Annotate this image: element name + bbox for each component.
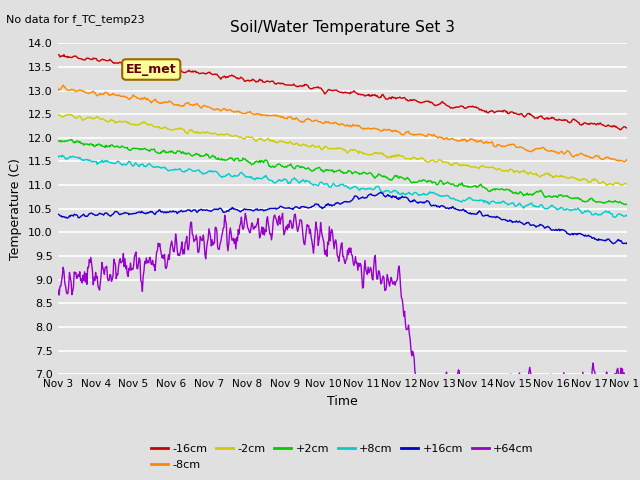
-2cm: [123, 119, 131, 124]
-16cm: [623, 125, 631, 131]
-2cm: [180, 127, 188, 133]
+8cm: [124, 160, 131, 166]
+2cm: [413, 180, 420, 185]
-2cm: [603, 182, 611, 188]
-8cm: [623, 156, 631, 162]
-16cm: [211, 71, 218, 77]
Line: +2cm: +2cm: [58, 140, 627, 205]
+64cm: [279, 210, 287, 216]
-16cm: [428, 100, 436, 106]
+2cm: [68, 137, 76, 143]
+16cm: [623, 240, 631, 245]
Line: +8cm: +8cm: [58, 155, 627, 217]
-8cm: [65, 88, 72, 94]
+8cm: [413, 190, 420, 196]
-16cm: [616, 127, 624, 132]
Line: +64cm: +64cm: [58, 213, 627, 407]
+64cm: [54, 286, 61, 292]
-2cm: [412, 156, 419, 161]
+2cm: [54, 138, 61, 144]
+8cm: [623, 212, 631, 217]
+8cm: [181, 168, 189, 174]
-2cm: [64, 112, 72, 118]
-8cm: [60, 82, 67, 88]
+64cm: [545, 404, 552, 410]
+16cm: [413, 199, 420, 205]
+8cm: [54, 153, 61, 158]
+64cm: [211, 240, 218, 246]
+2cm: [429, 179, 437, 185]
-16cm: [412, 97, 419, 103]
Legend: -16cm, -8cm, -2cm, +2cm, +8cm, +16cm, +64cm: -16cm, -8cm, -2cm, +2cm, +8cm, +16cm, +6…: [147, 440, 538, 474]
-16cm: [64, 55, 72, 60]
-8cm: [211, 107, 219, 112]
-16cm: [123, 60, 131, 66]
Line: -2cm: -2cm: [58, 114, 627, 185]
-2cm: [211, 131, 218, 136]
+8cm: [211, 168, 219, 174]
Line: -8cm: -8cm: [58, 85, 627, 162]
-8cm: [181, 101, 189, 107]
-16cm: [180, 70, 188, 75]
+16cm: [180, 208, 188, 214]
Title: Soil/Water Temperature Set 3: Soil/Water Temperature Set 3: [230, 20, 455, 35]
+64cm: [64, 290, 72, 296]
+8cm: [429, 190, 437, 195]
+16cm: [429, 203, 437, 208]
-8cm: [620, 159, 628, 165]
-2cm: [623, 181, 631, 187]
+8cm: [65, 156, 72, 161]
+16cm: [64, 215, 72, 221]
-8cm: [124, 95, 131, 100]
-2cm: [428, 157, 436, 163]
-8cm: [429, 132, 437, 138]
+64cm: [123, 263, 131, 269]
+16cm: [211, 206, 218, 212]
+2cm: [64, 138, 72, 144]
+64cm: [180, 251, 188, 257]
+64cm: [429, 386, 437, 392]
-8cm: [413, 132, 420, 138]
+2cm: [623, 202, 631, 208]
+64cm: [623, 396, 631, 402]
+16cm: [123, 210, 131, 216]
Line: -16cm: -16cm: [58, 54, 627, 130]
Line: +16cm: +16cm: [58, 192, 627, 243]
+64cm: [413, 381, 420, 387]
+2cm: [181, 150, 189, 156]
-8cm: [54, 85, 61, 91]
+2cm: [211, 154, 219, 160]
Text: No data for f_TC_temp23: No data for f_TC_temp23: [6, 14, 145, 25]
+8cm: [58, 152, 66, 158]
+2cm: [124, 144, 131, 150]
Y-axis label: Temperature (C): Temperature (C): [10, 158, 22, 260]
-2cm: [54, 111, 61, 117]
+8cm: [611, 215, 619, 220]
X-axis label: Time: Time: [327, 395, 358, 408]
-16cm: [54, 51, 61, 57]
+16cm: [54, 211, 61, 217]
+16cm: [377, 190, 385, 195]
+16cm: [623, 240, 630, 246]
Text: EE_met: EE_met: [126, 63, 177, 76]
